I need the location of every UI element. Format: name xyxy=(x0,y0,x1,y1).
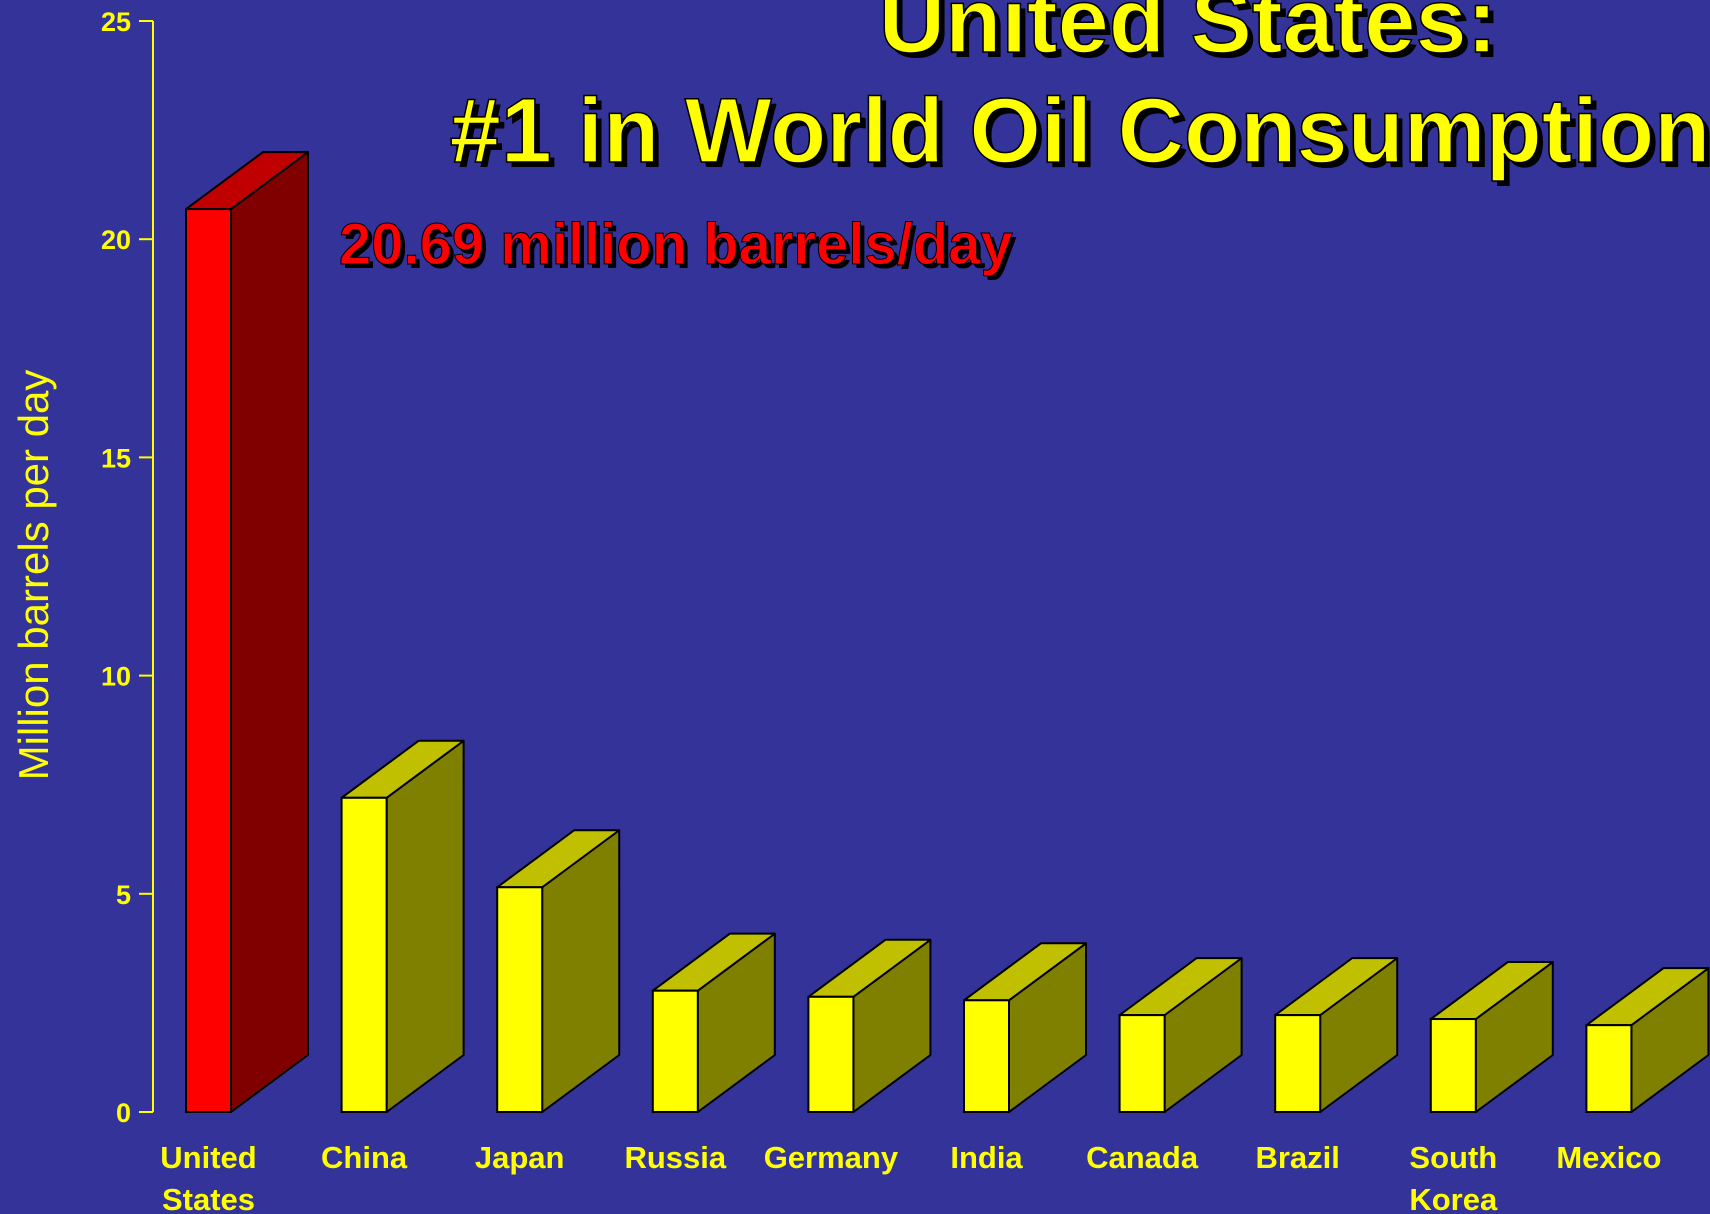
bar xyxy=(496,829,621,1114)
annotation-text: 20.69 million barrels/day xyxy=(339,212,1013,277)
bar-front xyxy=(651,989,699,1113)
x-tick-label: Germany xyxy=(764,1140,899,1175)
x-tick-label-line: States xyxy=(162,1182,255,1214)
bars xyxy=(185,151,1710,1114)
x-tick-label-line: Korea xyxy=(1409,1182,1498,1214)
bar xyxy=(185,151,309,1114)
bar xyxy=(1118,957,1243,1113)
bar xyxy=(651,932,776,1113)
bar-front xyxy=(1429,1018,1477,1114)
x-tick-label: United States xyxy=(160,1140,256,1214)
x-tick-label-line: Brazil xyxy=(1255,1140,1339,1175)
bar-front xyxy=(1118,1014,1166,1113)
y-tick-label: 10 xyxy=(101,662,131,692)
bar-front xyxy=(1585,1024,1633,1113)
bar-side xyxy=(230,151,309,1113)
title-line: United States: xyxy=(879,0,1498,72)
annotation-shadow: 20.69 million barrels/day xyxy=(343,216,1017,281)
y-axis-label: Million barrels per day xyxy=(10,370,57,781)
x-tick-label-line: Japan xyxy=(475,1140,565,1175)
x-tick-label-line: India xyxy=(950,1140,1023,1175)
chart-title: United States:United States:#1 in World … xyxy=(449,0,1710,187)
x-tick-label: Russia xyxy=(624,1140,726,1175)
y-axis: 0 5 10 15 20 25 xyxy=(101,7,154,1128)
y-tick-label: 25 xyxy=(101,7,131,37)
x-tick-label-line: Mexico xyxy=(1556,1140,1661,1175)
y-tick-label: 20 xyxy=(101,225,131,255)
bar-front xyxy=(185,208,232,1114)
bar-side xyxy=(385,739,465,1113)
bar xyxy=(1274,957,1399,1113)
x-tick-label: South Korea xyxy=(1409,1140,1498,1214)
bar xyxy=(1585,967,1710,1113)
x-tick-label-line: South xyxy=(1409,1140,1497,1175)
x-tick-label: Canada xyxy=(1086,1140,1199,1175)
x-tick-label: India xyxy=(950,1140,1023,1175)
x-tick-label-line: Germany xyxy=(764,1140,899,1175)
bar-front xyxy=(807,995,855,1114)
x-axis-labels: United States China Japan Russia Germany India… xyxy=(160,1140,1661,1214)
x-tick-label-line: Canada xyxy=(1086,1140,1199,1175)
title-shadow: #1 in World Oil Consumption xyxy=(455,85,1710,187)
bar xyxy=(963,942,1087,1114)
y-tick-label: 0 xyxy=(116,1098,131,1128)
x-tick-label-line: Russia xyxy=(624,1140,726,1175)
bar-front xyxy=(340,796,388,1113)
title-line: #1 in World Oil Consumption xyxy=(450,80,1710,182)
y-tick-label: 5 xyxy=(116,880,131,910)
y-tick-label: 15 xyxy=(101,443,131,473)
y-axis-title: Million barrels per day xyxy=(10,370,57,781)
bar-front xyxy=(963,999,1010,1114)
bar-front xyxy=(1274,1014,1322,1113)
title-shadow: United States: xyxy=(884,0,1503,77)
bar xyxy=(1429,961,1554,1114)
x-tick-label: Mexico xyxy=(1556,1140,1661,1175)
bar-front xyxy=(496,886,544,1114)
x-tick-label: Brazil xyxy=(1255,1140,1339,1175)
x-tick-label-line: United xyxy=(160,1140,256,1175)
x-tick-label: Japan xyxy=(475,1140,565,1175)
bar xyxy=(340,739,465,1113)
x-tick-label-line: China xyxy=(321,1140,408,1175)
bar xyxy=(807,938,932,1114)
x-tick-label: China xyxy=(321,1140,408,1175)
